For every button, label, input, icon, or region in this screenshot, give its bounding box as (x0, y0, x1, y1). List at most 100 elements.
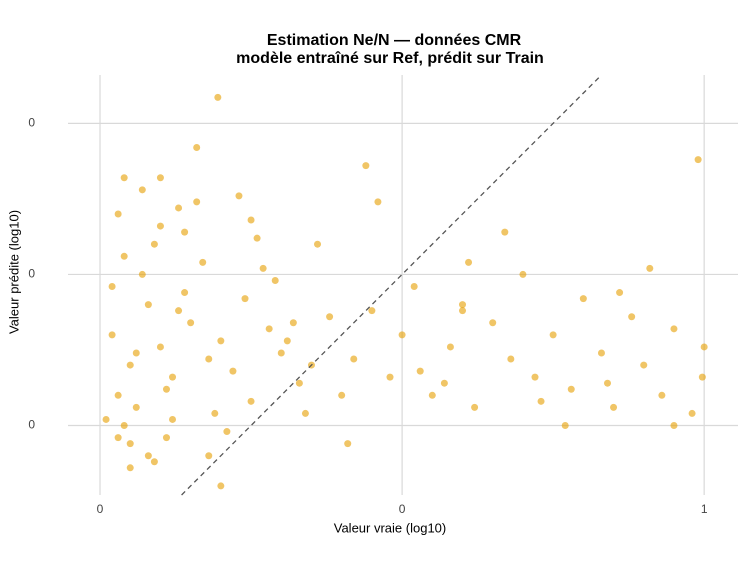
point (616, 289, 624, 297)
point (102, 415, 110, 423)
point (446, 343, 454, 351)
point (108, 283, 116, 291)
point (132, 403, 140, 411)
point (217, 482, 225, 490)
point (223, 428, 231, 436)
point (465, 258, 473, 266)
point (156, 174, 164, 182)
point (374, 198, 382, 206)
point (114, 210, 122, 218)
chart-title: Estimation Ne/N — données CMR (267, 32, 522, 49)
point (247, 397, 255, 405)
x-axis-title: Valeur vraie (log10) (334, 520, 446, 535)
point (688, 409, 696, 417)
point (205, 355, 213, 363)
point (295, 379, 303, 387)
point (440, 379, 448, 387)
point (549, 331, 557, 339)
point (531, 373, 539, 381)
point (169, 415, 177, 423)
point (283, 337, 291, 345)
y-tick-label: 0 (28, 116, 35, 130)
point (561, 422, 569, 430)
point (670, 422, 678, 430)
point (597, 349, 605, 357)
point (386, 373, 394, 381)
point (241, 295, 249, 303)
point (150, 458, 158, 466)
point (459, 301, 467, 309)
point (277, 349, 285, 357)
point (271, 276, 279, 284)
point (144, 301, 152, 309)
point (416, 367, 424, 375)
point (193, 198, 201, 206)
point (670, 325, 678, 333)
point (120, 422, 128, 430)
point (646, 264, 654, 272)
point (138, 186, 146, 194)
point (175, 204, 183, 212)
point (326, 313, 334, 321)
point (126, 440, 134, 448)
point (120, 174, 128, 182)
point (537, 397, 545, 405)
point (235, 192, 243, 200)
point (175, 307, 183, 315)
point (181, 289, 189, 297)
x-tick-label: 0 (399, 502, 406, 516)
point (132, 349, 140, 357)
point (398, 331, 406, 339)
point (368, 307, 376, 315)
point (265, 325, 273, 333)
point (217, 337, 225, 345)
point (410, 283, 418, 291)
point (459, 307, 467, 315)
point (628, 313, 636, 321)
point (120, 252, 128, 260)
point (144, 452, 152, 460)
point (428, 391, 436, 399)
x-tick-label: 1 (701, 502, 708, 516)
point (126, 464, 134, 472)
point (211, 409, 219, 417)
point (604, 379, 612, 387)
point (162, 434, 170, 442)
x-tick-label: 0 (97, 502, 104, 516)
point (301, 409, 309, 417)
point (205, 452, 213, 460)
chart-subtitle: modèle entraîné sur Ref, prédit sur Trai… (236, 50, 544, 67)
point (567, 385, 575, 393)
point (126, 361, 134, 369)
point (658, 391, 666, 399)
point (162, 385, 170, 393)
point (108, 331, 116, 339)
point (150, 240, 158, 248)
point (362, 162, 370, 170)
point (314, 240, 322, 248)
point (289, 319, 297, 327)
point (193, 144, 201, 152)
point (229, 367, 237, 375)
point (519, 270, 527, 278)
y-axis-title: Valeur prédite (log10) (6, 210, 21, 334)
point (338, 391, 346, 399)
point (187, 319, 195, 327)
point (489, 319, 497, 327)
point (501, 228, 509, 236)
point (507, 355, 515, 363)
point (169, 373, 177, 381)
y-tick-label: 0 (28, 418, 35, 432)
point (698, 373, 706, 381)
point (156, 222, 164, 230)
point (214, 93, 222, 101)
identity-line (181, 74, 602, 496)
point (181, 228, 189, 236)
point (253, 234, 261, 242)
point (259, 264, 267, 272)
point (610, 403, 618, 411)
point (138, 270, 146, 278)
point (114, 434, 122, 442)
y-tick-label: 0 (28, 267, 35, 281)
